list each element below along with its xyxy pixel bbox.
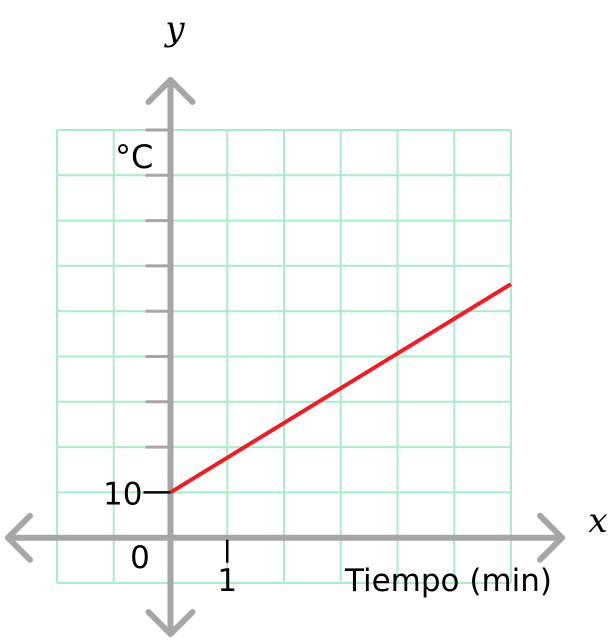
y-axis-unit-label: °C xyxy=(115,138,153,176)
y-axis-letter: y xyxy=(163,9,185,49)
x-axis-letter: x xyxy=(588,501,607,541)
grid xyxy=(56,129,512,584)
y-axis-ticks xyxy=(145,128,171,449)
y-axis-arrow-down xyxy=(145,609,196,637)
series-group xyxy=(169,282,513,495)
x-tick-label-1: 1 xyxy=(217,563,237,599)
series-line xyxy=(169,282,513,495)
x-axis-label: Tiempo (min) xyxy=(344,563,552,599)
origin-label: 0 xyxy=(130,540,150,576)
x-axis-arrow-right xyxy=(537,512,565,563)
y-tick-label-10: 10 xyxy=(103,476,142,512)
axes xyxy=(5,77,565,637)
y-axis-arrow-up xyxy=(145,77,196,105)
x-axis-arrow-left xyxy=(5,512,33,563)
